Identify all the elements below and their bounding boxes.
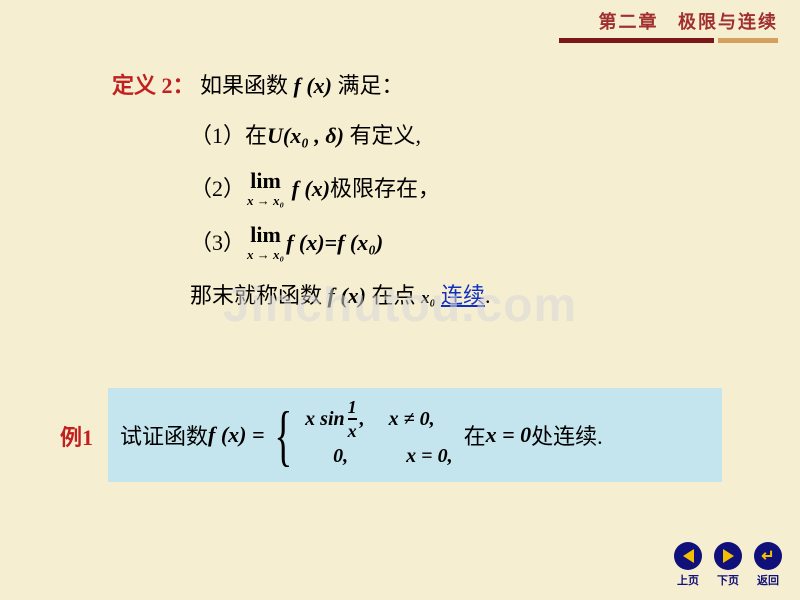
- item2-num: （2）: [190, 169, 245, 209]
- example-label: 例1: [60, 420, 93, 452]
- chapter-name: 极限与连续: [678, 12, 778, 32]
- chapter-header: 第二章 极限与连续: [559, 8, 778, 43]
- prev-icon: [674, 542, 702, 570]
- item3-num: （3）: [190, 223, 245, 263]
- back-button[interactable]: ↵ 返回: [754, 542, 782, 588]
- ex-tail-a: 在: [464, 419, 486, 451]
- nav-bar: 上页 下页 ↵ 返回: [674, 542, 782, 588]
- fraction: 1 x: [348, 398, 357, 440]
- def-fx: f (x): [294, 73, 332, 98]
- definition-block: 定义 2： 如果函数 f (x) 满足： （1）在U(x₀ , δ) 有定义, …: [112, 66, 692, 310]
- next-icon: [714, 542, 742, 570]
- cond2: x = 0,: [406, 440, 452, 472]
- ex-tail-c: 处连续.: [531, 419, 603, 451]
- definition-intro: 定义 2： 如果函数 f (x) 满足：: [112, 66, 692, 106]
- piece-row-1: x sin 1 x , x ≠ 0,: [305, 398, 452, 440]
- piece-row-2: 0, x = 0,: [305, 440, 452, 472]
- slide-page: 第二章 极限与连续 定义 2： 如果函数 f (x) 满足： （1）在U(x₀ …: [0, 0, 800, 600]
- ex-fxeq: f (x) =: [208, 422, 265, 448]
- frac-bar: [348, 418, 357, 420]
- lim-sub: x → x₀: [247, 194, 284, 207]
- limit-notation: lim x → x₀: [247, 170, 284, 207]
- def-item-1: （1）在U(x₀ , δ) 有定义,: [190, 116, 692, 156]
- def-item-2: （2） lim x → x₀ f (x) 极限存在，: [190, 169, 692, 209]
- triangle-right-icon: [723, 549, 734, 563]
- return-arrow-icon: ↵: [761, 546, 774, 566]
- back-icon: ↵: [754, 542, 782, 570]
- conc-b: 在点: [372, 283, 416, 308]
- back-label: 返回: [757, 572, 779, 588]
- cond1: x ≠ 0,: [389, 403, 435, 435]
- item3-fx: f (x): [286, 223, 324, 263]
- left-brace: {: [274, 408, 292, 462]
- lim-sub-2: x → x₀: [247, 248, 284, 261]
- def-conclusion: 那末就称函数 f (x) 在点 x₀ 连续.: [190, 278, 692, 310]
- lim-text: lim: [250, 170, 281, 192]
- rule-light: [718, 38, 778, 43]
- prev-label: 上页: [677, 572, 699, 588]
- item1-tail: 有定义,: [350, 123, 422, 148]
- item3-eq: =: [325, 223, 338, 263]
- definition-label: 定义 2：: [112, 73, 195, 98]
- continuous-link[interactable]: 连续: [441, 283, 485, 308]
- conc-a: 那末就称函数: [190, 283, 322, 308]
- conc-period: .: [485, 283, 491, 308]
- chapter-title: 第二章 极限与连续: [559, 8, 778, 34]
- header-rule: [559, 38, 778, 43]
- def-intro-a: 如果函数: [200, 73, 288, 98]
- triangle-left-icon: [683, 549, 694, 563]
- def-intro-b: 满足：: [338, 73, 404, 98]
- next-label: 下页: [717, 572, 739, 588]
- item2-fx: f (x): [292, 169, 330, 209]
- ex-prove: 试证函数: [120, 419, 208, 451]
- example-content: 试证函数 f (x) = { x sin 1 x , x ≠ 0,: [120, 398, 603, 472]
- limit-notation-2: lim x → x₀: [247, 224, 284, 261]
- ex-tail-b: x = 0: [486, 422, 532, 448]
- prev-button[interactable]: 上页: [674, 542, 702, 588]
- def-item-3: （3） lim x → x₀ f (x) = f (x₀): [190, 223, 692, 263]
- piece1-a: x sin: [305, 403, 344, 435]
- item1-num: （1）在: [190, 123, 267, 148]
- piece2: 0,: [333, 440, 348, 472]
- item3-fx0: f (x₀): [337, 223, 383, 263]
- piecewise: x sin 1 x , x ≠ 0, 0, x = 0,: [305, 398, 452, 472]
- frac-top: 1: [348, 398, 357, 416]
- frac-bot: x: [348, 422, 357, 440]
- item2-tail: 极限存在，: [330, 169, 440, 209]
- conc-fx: f (x): [328, 283, 366, 308]
- piece1-b: ,: [360, 403, 365, 435]
- rule-dark: [559, 38, 714, 43]
- lim-text-2: lim: [250, 224, 281, 246]
- chapter-num: 第二章: [599, 12, 659, 32]
- example-box: 试证函数 f (x) = { x sin 1 x , x ≠ 0,: [108, 388, 722, 482]
- next-button[interactable]: 下页: [714, 542, 742, 588]
- item1-expr: U(x₀ , δ): [267, 123, 344, 148]
- conc-x0: x₀: [421, 288, 435, 307]
